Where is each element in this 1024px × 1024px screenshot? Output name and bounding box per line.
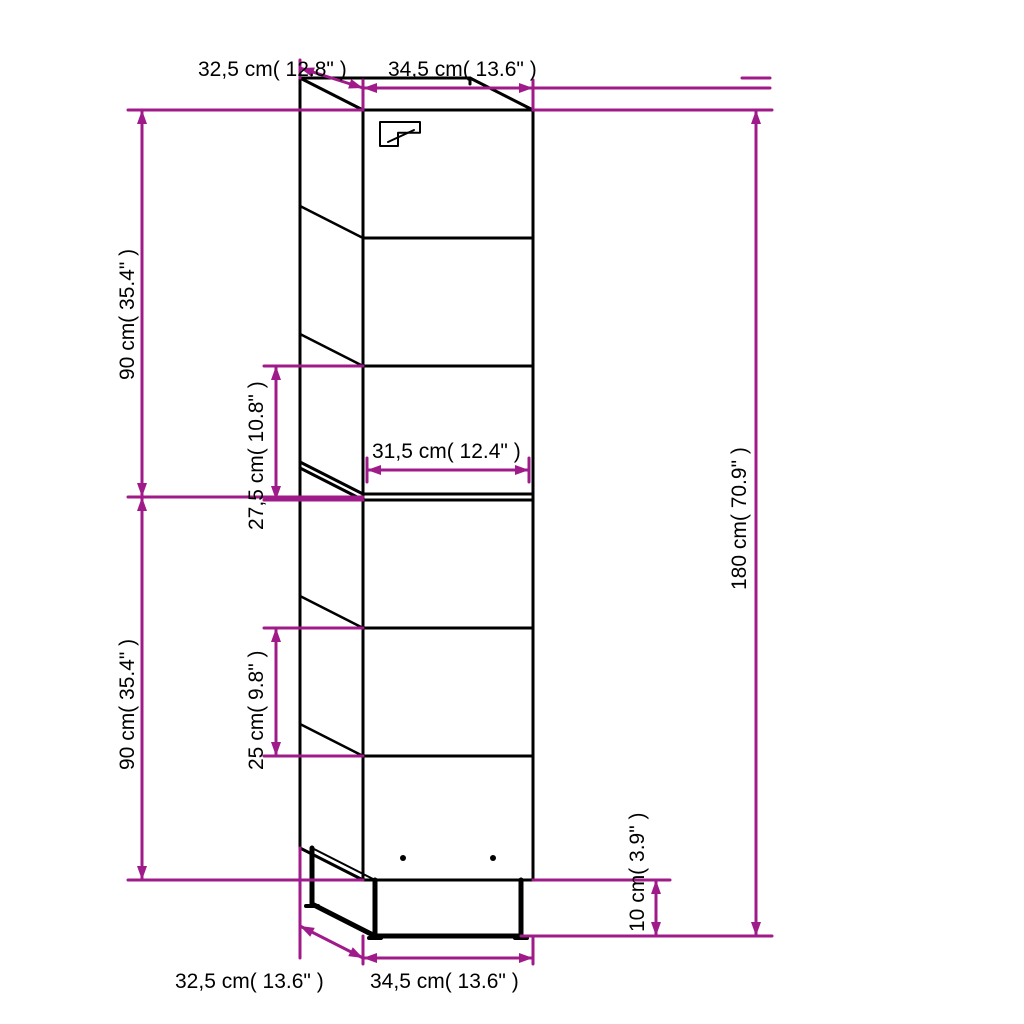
label-inner-width: 31,5 cm( 12.4" ) xyxy=(372,440,521,464)
dimension-drawing xyxy=(0,0,1024,1024)
label-top-width: 34,5 cm( 13.6" ) xyxy=(388,58,537,82)
diagram-stage: { "colors": { "line_black": "#000000", "… xyxy=(0,0,1024,1024)
label-left-lower: 90 cm( 35.4" ) xyxy=(116,639,140,770)
label-bot-depth: 32,5 cm( 13.6" ) xyxy=(175,970,324,994)
label-left-upper: 90 cm( 35.4" ) xyxy=(116,249,140,380)
label-bot-width: 34,5 cm( 13.6" ) xyxy=(370,970,519,994)
label-inner-275: 27,5 cm( 10.8" ) xyxy=(245,381,269,530)
label-top-depth: 32,5 cm( 12.8" ) xyxy=(198,58,347,82)
label-right-total: 180 cm( 70.9" ) xyxy=(728,447,752,590)
label-inner-25: 25 cm( 9.8" ) xyxy=(245,651,269,771)
label-leg-h: 10 cm( 3.9" ) xyxy=(626,813,650,933)
